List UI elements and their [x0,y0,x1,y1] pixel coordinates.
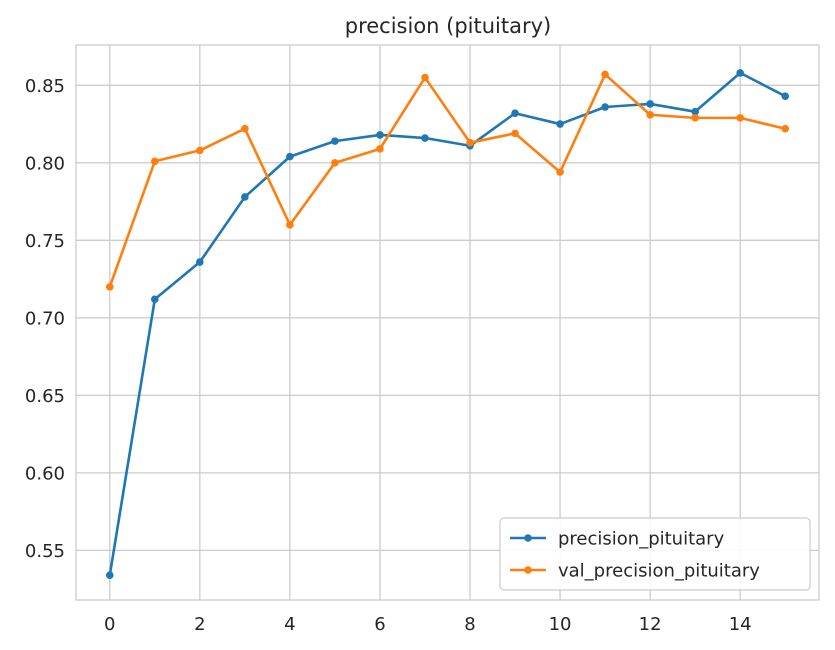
data-point-precision_pituitary-1 [151,295,159,304]
y-tick-label: 0.55 [25,541,65,562]
legend-swatch-marker-val_precision_pituitary [524,566,532,574]
data-point-val_precision_pituitary-5 [331,159,339,167]
x-tick-label: 0 [104,614,115,635]
x-axis: 0 2 4 6 8 10 12 14 [104,614,752,635]
legend-box [499,517,811,591]
data-point-precision_pituitary-4 [286,152,294,161]
y-tick-label: 0.70 [25,308,65,329]
data-point-val_precision_pituitary-13 [691,114,699,122]
data-point-val_precision_pituitary-6 [376,145,384,153]
data-point-precision_pituitary-15 [781,92,790,100]
data-point-precision_pituitary-11 [601,103,609,111]
data-point-precision_pituitary-3 [241,193,249,201]
series-line-precision_pituitary [108,71,787,577]
data-point-val_precision_pituitary-4 [286,221,294,229]
grid [76,45,819,600]
data-point-val_precision_pituitary-2 [196,146,204,155]
data-point-val_precision_pituitary-1 [151,157,159,166]
data-point-precision_pituitary-6 [376,131,384,139]
chart-title: precision (pituitary) [345,14,552,38]
data-point-val_precision_pituitary-3 [241,124,249,133]
data-point-val_precision_pituitary-8 [466,138,474,147]
data-point-precision_pituitary-14 [736,69,744,77]
data-point-val_precision_pituitary-0 [105,283,114,291]
data-point-precision_pituitary-13 [691,107,699,116]
legend-label-precision_pituitary: precision_pituitary [558,529,725,550]
data-point-val_precision_pituitary-12 [646,110,654,119]
data-point-precision_pituitary-9 [511,109,519,118]
data-point-val_precision_pituitary-14 [736,114,744,122]
x-tick-label: 12 [639,614,662,635]
legend-label-val_precision_pituitary: val_precision_pituitary [558,561,760,582]
data-point-precision_pituitary-0 [105,571,114,579]
plot-area [76,45,819,600]
x-tick-label: 10 [549,614,572,635]
legend-swatch-marker-precision_pituitary [524,534,532,542]
data-point-precision_pituitary-5 [331,137,339,145]
data-point-val_precision_pituitary-9 [511,129,519,138]
x-tick-label: 14 [729,614,752,635]
data-point-precision_pituitary-2 [196,258,204,266]
y-tick-label: 0.85 [25,76,65,97]
data-point-val_precision_pituitary-15 [781,124,790,133]
y-tick-label: 0.65 [25,386,65,407]
series-line-val_precision_pituitary [108,73,787,289]
y-tick-label: 0.75 [25,231,65,252]
x-tick-label: 4 [284,614,295,635]
data-point-val_precision_pituitary-7 [421,73,429,82]
series-layer [105,69,790,579]
x-tick-label: 6 [374,614,385,635]
data-point-precision_pituitary-7 [421,134,429,142]
plot-frame [75,44,820,601]
y-tick-label: 0.60 [25,463,65,484]
y-tick-label: 0.80 [25,153,65,174]
x-tick-label: 2 [194,614,205,635]
data-point-val_precision_pituitary-10 [556,168,564,176]
data-point-precision_pituitary-10 [556,120,564,128]
x-tick-label: 8 [464,614,475,635]
data-point-val_precision_pituitary-11 [601,70,609,79]
legend: precision_pituitary val_precision_pituita… [499,517,811,591]
data-point-precision_pituitary-12 [646,100,654,108]
y-axis: 0.55 0.60 0.65 0.70 0.75 0.80 0.85 [25,76,65,562]
